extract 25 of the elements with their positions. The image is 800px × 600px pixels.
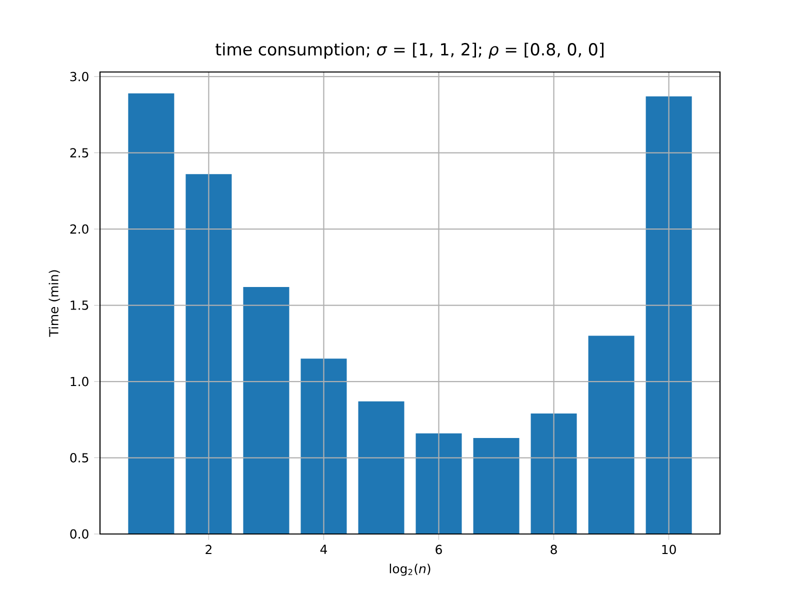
bar	[243, 286, 290, 534]
x-axis-title: log$_{2}$(n)	[390, 564, 430, 576]
y-tick-label: 3.0	[70, 72, 88, 82]
x-tick-label: 4	[320, 544, 327, 554]
y-tick-label: 1.0	[70, 376, 88, 386]
x-tick-label: 10	[662, 544, 676, 554]
bar	[300, 358, 347, 534]
bar	[358, 401, 404, 534]
chart-title: time consumption; σ = [1, 1, 2]; ρ = [0.8, 0, 0]	[216, 42, 604, 59]
y-tick-label: 0.5	[70, 453, 88, 462]
y-tick-label: 0.0	[70, 529, 88, 539]
x-tick-label: 2	[206, 544, 212, 554]
bar	[588, 336, 634, 534]
bar	[646, 96, 692, 534]
bar	[416, 433, 462, 534]
bar	[186, 174, 232, 534]
y-tick-label: 2.5	[70, 148, 88, 158]
x-tick-label: 8	[550, 544, 557, 554]
bar	[530, 414, 577, 534]
y-axis-title: Time (min)	[48, 270, 60, 337]
bar	[473, 438, 520, 534]
y-tick-label: 2.0	[70, 224, 88, 234]
bar	[128, 93, 174, 534]
x-tick-label: 6	[436, 544, 442, 554]
y-tick-label: 1.5	[70, 300, 88, 310]
